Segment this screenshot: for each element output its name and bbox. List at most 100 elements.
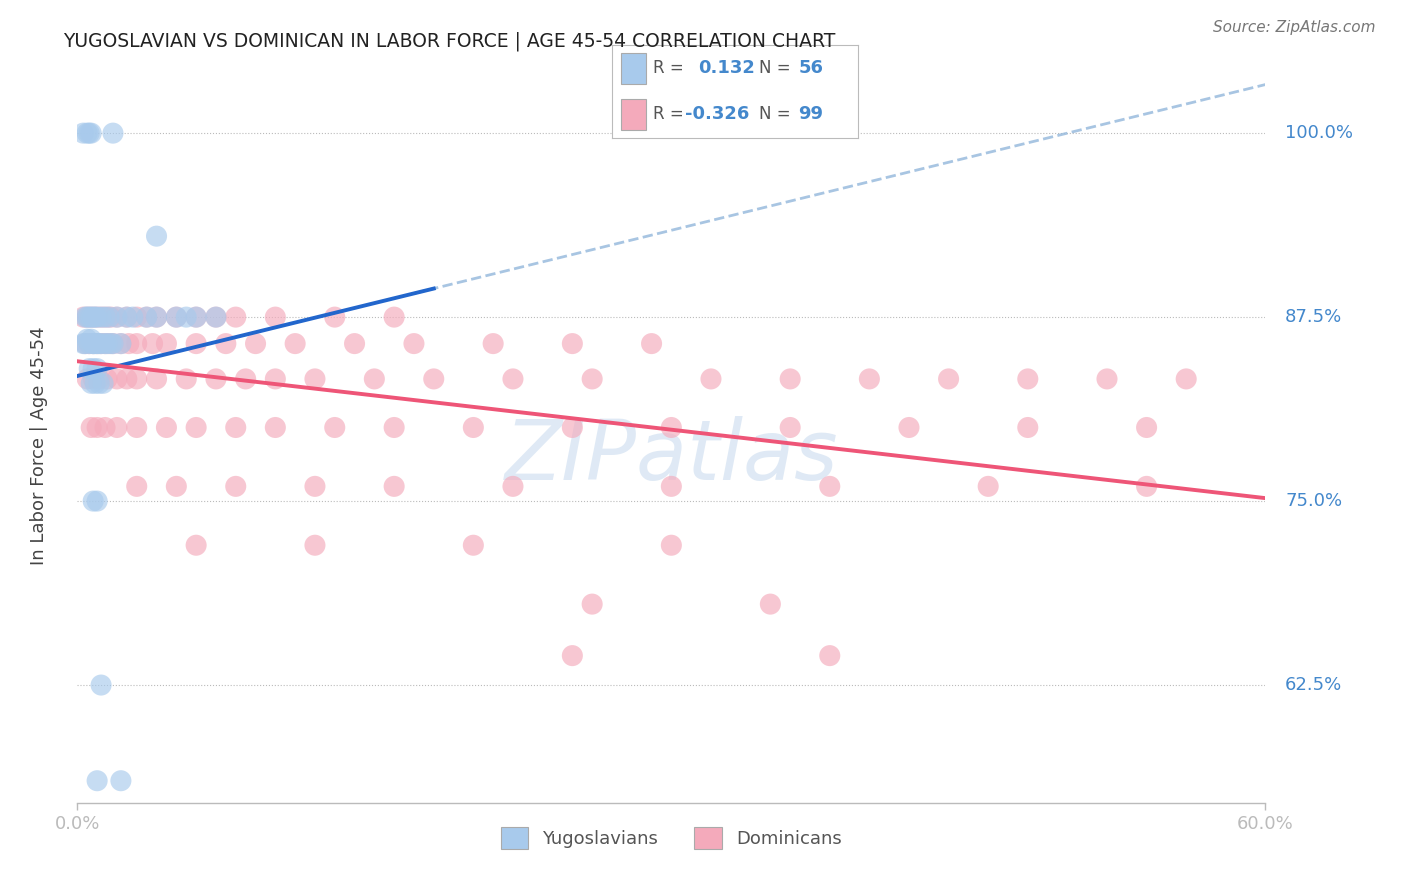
Point xyxy=(165,479,187,493)
Point xyxy=(82,336,104,351)
Point xyxy=(186,310,208,325)
Point xyxy=(87,376,110,391)
Text: ZIPatlas: ZIPatlas xyxy=(505,417,838,498)
Point xyxy=(205,310,228,325)
Text: N =: N = xyxy=(759,60,790,78)
Point xyxy=(186,420,208,434)
Point xyxy=(779,372,801,386)
Point xyxy=(90,862,112,876)
Point xyxy=(1136,420,1159,434)
Point xyxy=(125,420,148,434)
FancyBboxPatch shape xyxy=(621,99,647,130)
Point xyxy=(245,336,267,351)
Point xyxy=(858,372,880,386)
Point xyxy=(110,773,132,788)
Point xyxy=(87,310,110,325)
Point xyxy=(1017,420,1039,434)
Point xyxy=(77,336,100,351)
Point xyxy=(115,862,138,876)
Point xyxy=(640,336,662,351)
Point xyxy=(898,420,921,434)
Point xyxy=(96,372,118,386)
Point xyxy=(186,336,208,351)
Point xyxy=(96,310,118,325)
Point xyxy=(75,336,97,351)
Point xyxy=(86,361,108,376)
Point xyxy=(482,336,505,351)
Point xyxy=(80,376,103,391)
Point xyxy=(1017,372,1039,386)
Point xyxy=(72,126,94,140)
Point xyxy=(80,310,103,325)
Text: R =: R = xyxy=(654,60,685,78)
Text: -0.326: -0.326 xyxy=(686,105,749,123)
Point xyxy=(80,332,103,346)
Point xyxy=(80,420,103,434)
Point xyxy=(100,336,122,351)
Point xyxy=(77,126,100,140)
Point xyxy=(700,372,723,386)
Point xyxy=(225,310,247,325)
Point xyxy=(145,229,167,244)
Point xyxy=(82,310,104,325)
Point xyxy=(323,420,346,434)
Point xyxy=(938,372,960,386)
Point xyxy=(125,479,148,493)
Point xyxy=(105,372,128,386)
Point xyxy=(264,310,287,325)
Point xyxy=(463,538,485,552)
Point xyxy=(94,336,117,351)
Point xyxy=(304,479,326,493)
Point xyxy=(502,479,524,493)
Point xyxy=(82,494,104,508)
Point xyxy=(101,336,124,351)
Point xyxy=(402,336,425,351)
Point xyxy=(1175,372,1198,386)
Point xyxy=(77,336,100,351)
Point xyxy=(284,336,307,351)
Point xyxy=(304,538,326,552)
Text: N =: N = xyxy=(759,105,790,123)
Point xyxy=(125,310,148,325)
Point xyxy=(98,310,121,325)
Point xyxy=(82,372,104,386)
Point xyxy=(135,310,157,325)
Point xyxy=(561,336,583,351)
Point xyxy=(581,372,603,386)
Point xyxy=(75,336,97,351)
Point xyxy=(76,310,98,325)
Point xyxy=(125,372,148,386)
Point xyxy=(264,420,287,434)
FancyBboxPatch shape xyxy=(621,53,647,84)
Point xyxy=(80,126,103,140)
Point xyxy=(118,336,141,351)
Point xyxy=(76,372,98,386)
Point xyxy=(661,420,683,434)
Point xyxy=(86,773,108,788)
Text: 75.0%: 75.0% xyxy=(1285,492,1343,510)
Point xyxy=(779,420,801,434)
Point xyxy=(86,336,108,351)
Point xyxy=(561,420,583,434)
Point xyxy=(72,310,94,325)
Text: In Labor Force | Age 45-54: In Labor Force | Age 45-54 xyxy=(31,326,48,566)
Point xyxy=(77,310,100,325)
Point xyxy=(186,538,208,552)
Point xyxy=(382,310,405,325)
Point xyxy=(142,336,165,351)
Point xyxy=(818,479,841,493)
Point xyxy=(84,310,107,325)
Point xyxy=(82,361,104,376)
Point xyxy=(1136,479,1159,493)
Point xyxy=(84,336,107,351)
Point xyxy=(86,494,108,508)
Point xyxy=(225,479,247,493)
Point xyxy=(94,336,117,351)
Point xyxy=(155,336,177,351)
Point xyxy=(90,336,112,351)
Point xyxy=(165,310,187,325)
Point xyxy=(115,372,138,386)
Point xyxy=(94,420,117,434)
Text: 0.132: 0.132 xyxy=(697,60,755,78)
Point xyxy=(174,372,197,386)
